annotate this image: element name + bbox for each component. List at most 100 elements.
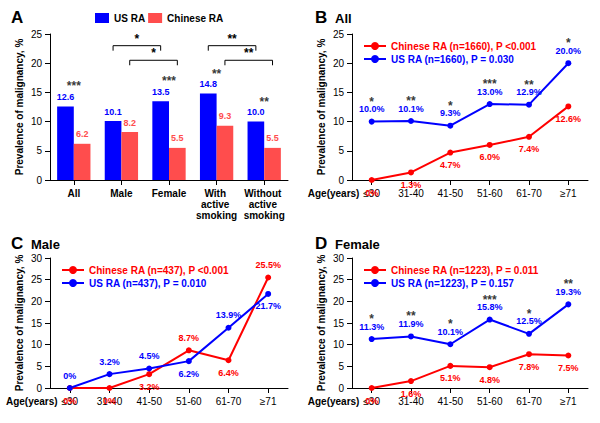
svg-text:***: *** xyxy=(67,79,81,93)
svg-text:20.0%: 20.0% xyxy=(556,46,582,56)
svg-text:21.7%: 21.7% xyxy=(255,301,281,311)
svg-text:Age(years): Age(years) xyxy=(308,188,360,199)
svg-text:61-70: 61-70 xyxy=(516,396,542,407)
svg-text:10.1%: 10.1% xyxy=(398,104,424,114)
svg-text:8.2: 8.2 xyxy=(123,118,136,128)
svg-text:US RA (n=437), P = 0.010: US RA (n=437), P = 0.010 xyxy=(89,278,207,289)
svg-text:20: 20 xyxy=(31,58,43,69)
svg-text:25: 25 xyxy=(31,274,43,285)
svg-text:A: A xyxy=(11,8,23,27)
svg-text:10: 10 xyxy=(333,339,345,350)
svg-text:5.1%: 5.1% xyxy=(440,373,461,383)
svg-text:4.7%: 4.7% xyxy=(440,160,461,170)
svg-text:10.0%: 10.0% xyxy=(359,104,385,114)
svg-text:20: 20 xyxy=(333,58,345,69)
svg-text:61-70: 61-70 xyxy=(516,188,542,199)
svg-text:***: *** xyxy=(162,74,176,88)
svg-text:active: active xyxy=(249,199,280,210)
svg-text:*: * xyxy=(135,32,140,46)
svg-text:*: * xyxy=(151,46,156,60)
svg-text:6.2%: 6.2% xyxy=(179,369,200,379)
svg-text:C: C xyxy=(11,234,23,253)
svg-text:8.7%: 8.7% xyxy=(179,333,200,343)
svg-text:41-50: 41-50 xyxy=(438,396,464,407)
svg-text:31-40: 31-40 xyxy=(97,396,123,407)
svg-text:D: D xyxy=(315,234,327,253)
svg-text:51-60: 51-60 xyxy=(477,188,503,199)
svg-text:12.6: 12.6 xyxy=(57,92,75,102)
svg-text:0: 0 xyxy=(338,383,344,394)
svg-text:Female: Female xyxy=(152,188,187,199)
svg-text:51-60: 51-60 xyxy=(176,396,202,407)
svg-text:0%: 0% xyxy=(63,396,76,406)
svg-text:25.5%: 25.5% xyxy=(255,260,281,270)
svg-text:25: 25 xyxy=(31,29,43,40)
svg-text:≤30: ≤30 xyxy=(363,396,380,407)
svg-text:US RA (n=1223), P = 0.157: US RA (n=1223), P = 0.157 xyxy=(391,278,514,289)
svg-text:Chinese RA: Chinese RA xyxy=(167,13,223,24)
svg-text:Age(years): Age(years) xyxy=(6,396,58,407)
svg-text:Male: Male xyxy=(31,237,60,252)
svg-text:5.5: 5.5 xyxy=(171,133,184,143)
svg-text:Chinese RA (n=1660), P <0.001: Chinese RA (n=1660), P <0.001 xyxy=(391,41,537,52)
svg-text:Prevalence of malignancy, %: Prevalence of malignancy, % xyxy=(14,255,25,392)
svg-text:4.8%: 4.8% xyxy=(479,375,500,385)
svg-text:≤30: ≤30 xyxy=(62,396,79,407)
svg-text:**: ** xyxy=(212,67,222,81)
svg-text:1.6%: 1.6% xyxy=(401,389,422,399)
svg-text:Prevalence of malignancy, %: Prevalence of malignancy, % xyxy=(316,255,327,392)
svg-text:Chinese RA (n=1223), P = 0.011: Chinese RA (n=1223), P = 0.011 xyxy=(391,265,539,276)
svg-text:5: 5 xyxy=(36,361,42,372)
svg-text:13.9%: 13.9% xyxy=(216,310,242,320)
svg-text:11.3%: 11.3% xyxy=(359,322,384,332)
svg-text:≥71: ≥71 xyxy=(560,188,577,199)
svg-text:0%: 0% xyxy=(365,396,378,406)
svg-text:**: ** xyxy=(260,95,270,109)
svg-text:14.8: 14.8 xyxy=(200,79,218,89)
svg-text:13.0%: 13.0% xyxy=(477,87,503,97)
svg-text:0%: 0% xyxy=(103,396,116,406)
svg-text:5: 5 xyxy=(36,145,42,156)
svg-text:All: All xyxy=(335,11,352,26)
svg-text:7.5%: 7.5% xyxy=(558,363,579,373)
svg-text:Female: Female xyxy=(335,237,380,252)
svg-text:All: All xyxy=(67,188,80,199)
svg-text:12.5%: 12.5% xyxy=(516,316,542,326)
svg-text:51-60: 51-60 xyxy=(477,396,503,407)
svg-text:6.4%: 6.4% xyxy=(218,368,239,378)
svg-text:41-50: 41-50 xyxy=(438,188,464,199)
svg-text:15: 15 xyxy=(333,318,345,329)
svg-text:5.5: 5.5 xyxy=(266,133,279,143)
svg-text:25: 25 xyxy=(333,29,345,40)
svg-text:Prevalence of malignancy, %: Prevalence of malignancy, % xyxy=(14,39,25,176)
svg-text:41-50: 41-50 xyxy=(136,396,162,407)
svg-text:smoking: smoking xyxy=(196,210,237,221)
svg-text:Chinese RA (n=437), P <0.001: Chinese RA (n=437), P <0.001 xyxy=(89,265,229,276)
svg-text:0%: 0% xyxy=(365,188,378,198)
svg-text:Male: Male xyxy=(110,188,133,199)
svg-text:≤30: ≤30 xyxy=(363,188,380,199)
svg-text:Prevalence of malignancy, %: Prevalence of malignancy, % xyxy=(316,39,327,176)
svg-text:20: 20 xyxy=(333,296,345,307)
svg-text:0: 0 xyxy=(36,175,42,186)
svg-text:1.3%: 1.3% xyxy=(401,180,422,190)
svg-text:20: 20 xyxy=(31,296,43,307)
svg-text:5: 5 xyxy=(338,145,344,156)
svg-text:smoking: smoking xyxy=(244,210,285,221)
svg-text:12.9%: 12.9% xyxy=(516,87,542,97)
svg-text:10: 10 xyxy=(31,339,43,350)
svg-text:11.9%: 11.9% xyxy=(398,319,423,329)
svg-text:active: active xyxy=(201,199,232,210)
svg-text:4.5%: 4.5% xyxy=(139,351,160,361)
svg-text:B: B xyxy=(315,8,327,27)
svg-text:**: ** xyxy=(227,32,237,46)
svg-text:10.1: 10.1 xyxy=(104,107,122,117)
svg-text:≥71: ≥71 xyxy=(560,396,577,407)
svg-text:25: 25 xyxy=(333,274,345,285)
svg-text:19.3%: 19.3% xyxy=(556,287,582,297)
svg-text:10: 10 xyxy=(31,116,43,127)
svg-text:With: With xyxy=(204,188,228,199)
svg-text:0: 0 xyxy=(338,175,344,186)
svg-text:15.8%: 15.8% xyxy=(477,302,503,312)
svg-text:5: 5 xyxy=(338,361,344,372)
